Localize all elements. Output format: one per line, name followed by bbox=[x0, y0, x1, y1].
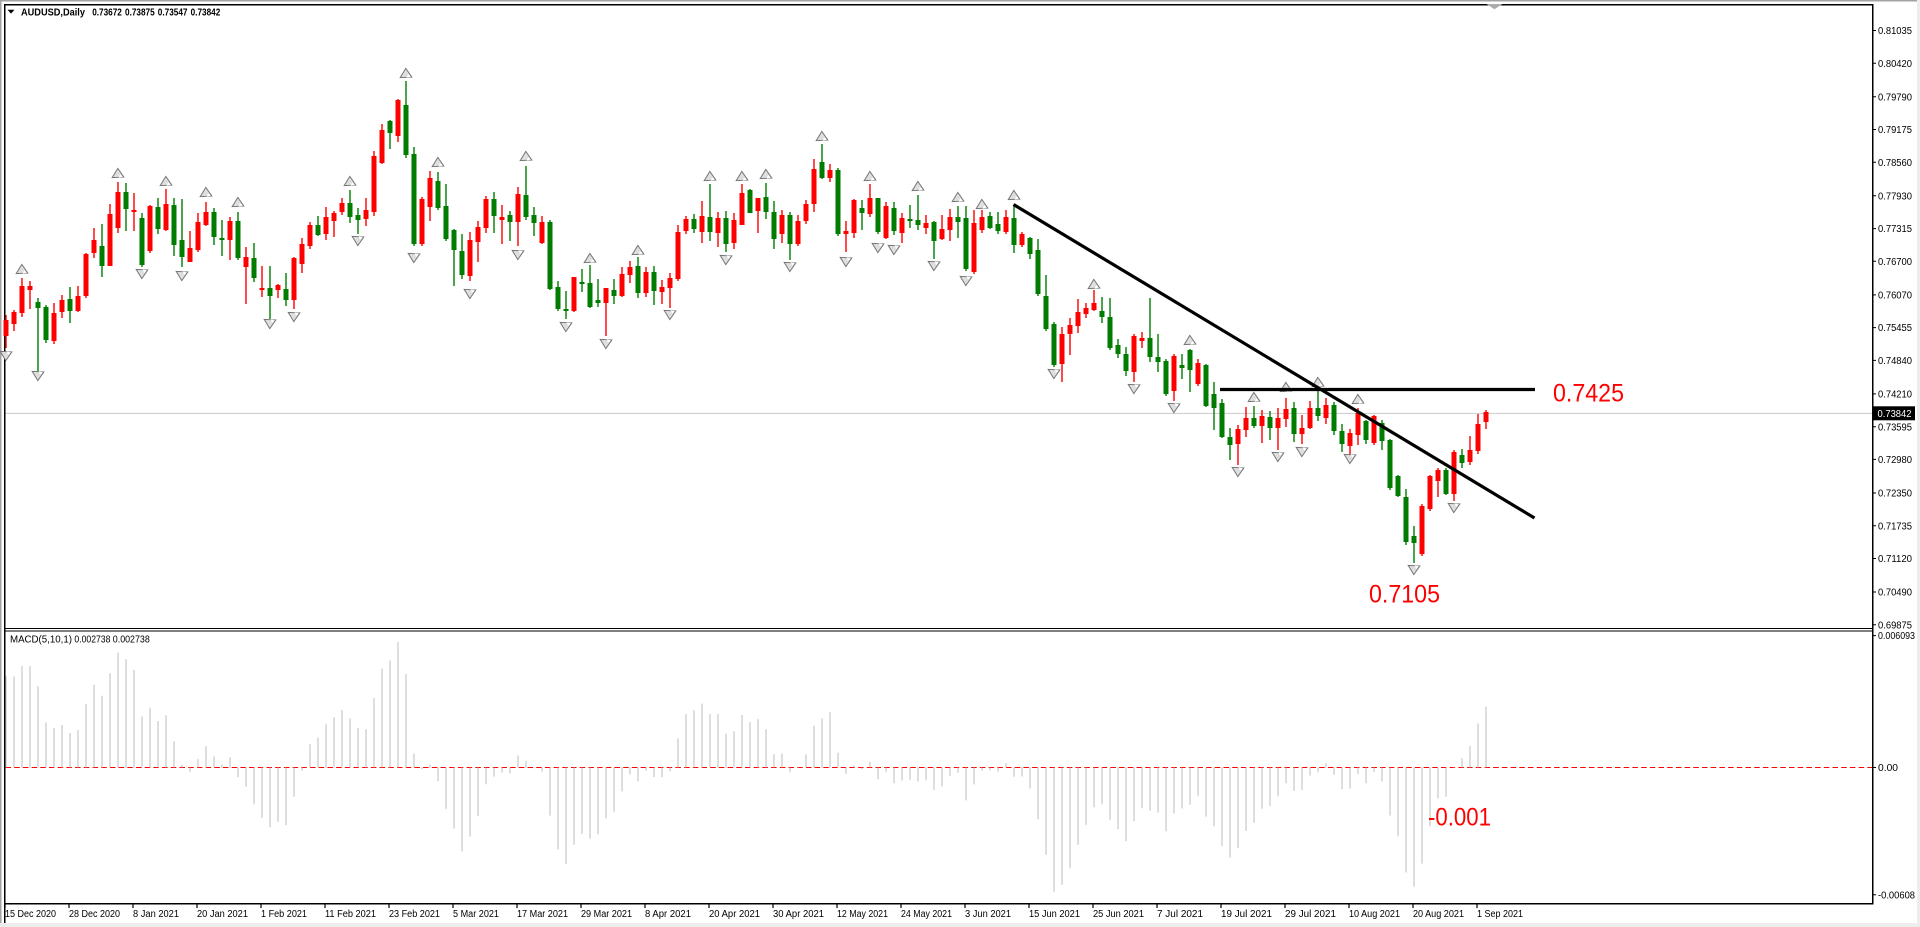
svg-text:20 Apr 2021: 20 Apr 2021 bbox=[709, 909, 760, 920]
svg-text:11 Feb 2021: 11 Feb 2021 bbox=[325, 909, 376, 920]
svg-text:0.76070: 0.76070 bbox=[1878, 291, 1912, 302]
svg-text:17 Mar 2021: 17 Mar 2021 bbox=[517, 909, 568, 920]
svg-text:0.79175: 0.79175 bbox=[1878, 125, 1912, 136]
svg-text:0.77315: 0.77315 bbox=[1878, 224, 1912, 235]
svg-text:0.002738: 0.002738 bbox=[113, 634, 150, 646]
svg-text:29 Mar 2021: 29 Mar 2021 bbox=[581, 909, 632, 920]
svg-text:0.79790: 0.79790 bbox=[1878, 92, 1912, 103]
svg-text:-0.00608: -0.00608 bbox=[1878, 890, 1915, 901]
svg-text:7 Jul 2021: 7 Jul 2021 bbox=[1157, 909, 1203, 920]
svg-text:0.78560: 0.78560 bbox=[1878, 158, 1912, 169]
svg-text:3 Jun 2021: 3 Jun 2021 bbox=[965, 909, 1011, 920]
svg-text:MACD(5,10,1): MACD(5,10,1) bbox=[10, 634, 72, 646]
svg-text:25 Jun 2021: 25 Jun 2021 bbox=[1093, 909, 1144, 920]
svg-text:0.72980: 0.72980 bbox=[1878, 455, 1912, 466]
svg-text:0.70490: 0.70490 bbox=[1878, 588, 1912, 599]
svg-text:23 Feb 2021: 23 Feb 2021 bbox=[389, 909, 440, 920]
svg-text:-0.001: -0.001 bbox=[1428, 804, 1491, 832]
svg-text:10 Aug 2021: 10 Aug 2021 bbox=[1349, 909, 1400, 920]
svg-text:8 Jan 2021: 8 Jan 2021 bbox=[133, 909, 179, 920]
svg-text:0.7425: 0.7425 bbox=[1553, 380, 1624, 408]
svg-text:15 Jun 2021: 15 Jun 2021 bbox=[1029, 909, 1080, 920]
svg-text:0.00: 0.00 bbox=[1878, 763, 1898, 774]
svg-text:0.006093: 0.006093 bbox=[1878, 631, 1915, 642]
svg-text:24 May 2021: 24 May 2021 bbox=[901, 909, 952, 920]
svg-text:0.72350: 0.72350 bbox=[1878, 489, 1912, 500]
svg-text:1 Sep 2021: 1 Sep 2021 bbox=[1477, 909, 1523, 920]
svg-text:20 Jan 2021: 20 Jan 2021 bbox=[197, 909, 248, 920]
svg-text:29 Jul 2021: 29 Jul 2021 bbox=[1285, 909, 1336, 920]
svg-text:30 Apr 2021: 30 Apr 2021 bbox=[773, 909, 824, 920]
svg-text:0.74210: 0.74210 bbox=[1878, 390, 1912, 401]
svg-text:0.73595: 0.73595 bbox=[1878, 422, 1912, 433]
svg-text:1 Feb 2021: 1 Feb 2021 bbox=[261, 909, 307, 920]
svg-text:0.73672: 0.73672 bbox=[92, 7, 122, 19]
svg-text:19 Jul 2021: 19 Jul 2021 bbox=[1221, 909, 1272, 920]
svg-text:0.71735: 0.71735 bbox=[1878, 521, 1912, 532]
svg-text:0.76700: 0.76700 bbox=[1878, 257, 1912, 268]
svg-text:0.73547: 0.73547 bbox=[158, 7, 188, 19]
svg-text:12 May 2021: 12 May 2021 bbox=[837, 909, 888, 920]
svg-text:28 Dec 2020: 28 Dec 2020 bbox=[69, 909, 120, 920]
svg-text:AUDUSD,Daily: AUDUSD,Daily bbox=[21, 7, 85, 19]
svg-text:0.002738: 0.002738 bbox=[74, 634, 110, 646]
svg-text:0.73842: 0.73842 bbox=[1878, 409, 1912, 420]
svg-text:5 Mar 2021: 5 Mar 2021 bbox=[453, 909, 499, 920]
svg-text:0.81035: 0.81035 bbox=[1878, 26, 1912, 37]
svg-text:20 Aug 2021: 20 Aug 2021 bbox=[1413, 909, 1464, 920]
svg-text:0.7105: 0.7105 bbox=[1369, 581, 1440, 609]
svg-text:0.73842: 0.73842 bbox=[191, 7, 221, 19]
svg-text:0.71120: 0.71120 bbox=[1878, 554, 1912, 565]
svg-text:0.73875: 0.73875 bbox=[125, 7, 155, 19]
svg-text:0.75455: 0.75455 bbox=[1878, 323, 1912, 334]
svg-text:0.80420: 0.80420 bbox=[1878, 59, 1912, 70]
svg-text:15 Dec 2020: 15 Dec 2020 bbox=[5, 909, 56, 920]
svg-text:0.77930: 0.77930 bbox=[1878, 191, 1912, 202]
svg-text:0.69875: 0.69875 bbox=[1878, 620, 1912, 631]
svg-text:0.74840: 0.74840 bbox=[1878, 356, 1912, 367]
svg-text:8 Apr 2021: 8 Apr 2021 bbox=[645, 909, 691, 920]
